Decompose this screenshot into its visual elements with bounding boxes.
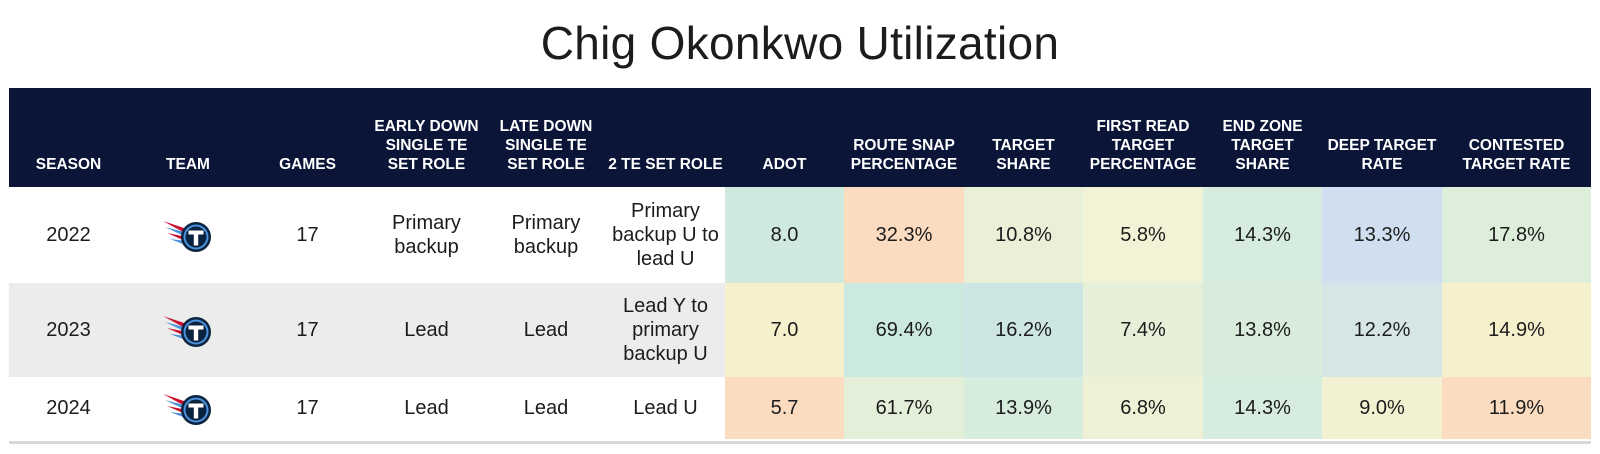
header-team: TEAM [128,88,248,187]
early-down-role-cell: Lead [367,377,486,439]
adot-cell: 5.7 [725,377,844,439]
header-target-share: TARGET SHARE [964,88,1083,187]
header-two-te-role: 2 TE SET ROLE [606,88,725,187]
deep-target-rate-cell: 12.2% [1322,283,1442,377]
adot-cell: 7.0 [725,283,844,377]
titans-logo-icon [161,310,215,350]
header-deep-target-rate: DEEP TARGET RATE [1322,88,1442,187]
titans-logo-icon [161,388,215,428]
header-contested-target-rate: CONTESTED TARGET RATE [1442,88,1591,187]
early-down-role-cell: Lead [367,283,486,377]
two-te-role-cell: Lead Y to primary backup U [606,283,725,377]
team-cell [128,283,248,377]
target-share-cell: 16.2% [964,283,1083,377]
header-first-read-pct: FIRST READ TARGET PERCENTAGE [1083,88,1203,187]
target-share-cell: 13.9% [964,377,1083,439]
late-down-role-cell: Lead [486,377,606,439]
early-down-role-cell: Primary backup [367,187,486,283]
route-snap-pct-cell: 61.7% [844,377,964,439]
two-te-role-cell: Primary backup U to lead U [606,187,725,283]
season-cell: 2023 [9,283,128,377]
titans-logo-icon [161,215,215,255]
contested-target-rate-cell: 17.8% [1442,187,1591,283]
target-share-cell: 10.8% [964,187,1083,283]
table-row: 2023 17 Lead Lead Lead Y to primary back… [9,283,1591,377]
games-cell: 17 [248,377,367,439]
team-cell [128,187,248,283]
contested-target-rate-cell: 14.9% [1442,283,1591,377]
header-early-down-role: EARLY DOWN SINGLE TE SET ROLE [367,88,486,187]
season-cell: 2024 [9,377,128,439]
team-cell [128,377,248,439]
chart-title: Chig Okonkwo Utilization [540,17,1060,69]
end-zone-share-cell: 14.3% [1203,377,1322,439]
end-zone-share-cell: 13.8% [1203,283,1322,377]
games-cell: 17 [248,187,367,283]
header-adot: ADOT [725,88,844,187]
table-row: 2022 17 Primary backup Primary backup Pr… [9,187,1591,283]
header-season: SEASON [9,88,128,187]
header-route-snap-pct: ROUTE SNAP PERCENTAGE [844,88,964,187]
header-late-down-role: LATE DOWN SINGLE TE SET ROLE [486,88,606,187]
deep-target-rate-cell: 9.0% [1322,377,1442,439]
two-te-role-cell: Lead U [606,377,725,439]
season-cell: 2022 [9,187,128,283]
first-read-pct-cell: 7.4% [1083,283,1203,377]
header-games: GAMES [248,88,367,187]
route-snap-pct-cell: 32.3% [844,187,964,283]
deep-target-rate-cell: 13.3% [1322,187,1442,283]
late-down-role-cell: Primary backup [486,187,606,283]
games-cell: 17 [248,283,367,377]
first-read-pct-cell: 5.8% [1083,187,1203,283]
header-end-zone-share: END ZONE TARGET SHARE [1203,88,1322,187]
table-bottom-rule [9,441,1591,444]
table-row: 2024 17 Lead Lead Lead U 5.7 61.7% 13.9%… [9,377,1591,439]
late-down-role-cell: Lead [486,283,606,377]
adot-cell: 8.0 [725,187,844,283]
header-row: SEASON TEAM GAMES EARLY DOWN SINGLE TE S… [9,88,1591,187]
route-snap-pct-cell: 69.4% [844,283,964,377]
contested-target-rate-cell: 11.9% [1442,377,1591,439]
utilization-table: SEASON TEAM GAMES EARLY DOWN SINGLE TE S… [9,88,1591,439]
end-zone-share-cell: 14.3% [1203,187,1322,283]
first-read-pct-cell: 6.8% [1083,377,1203,439]
